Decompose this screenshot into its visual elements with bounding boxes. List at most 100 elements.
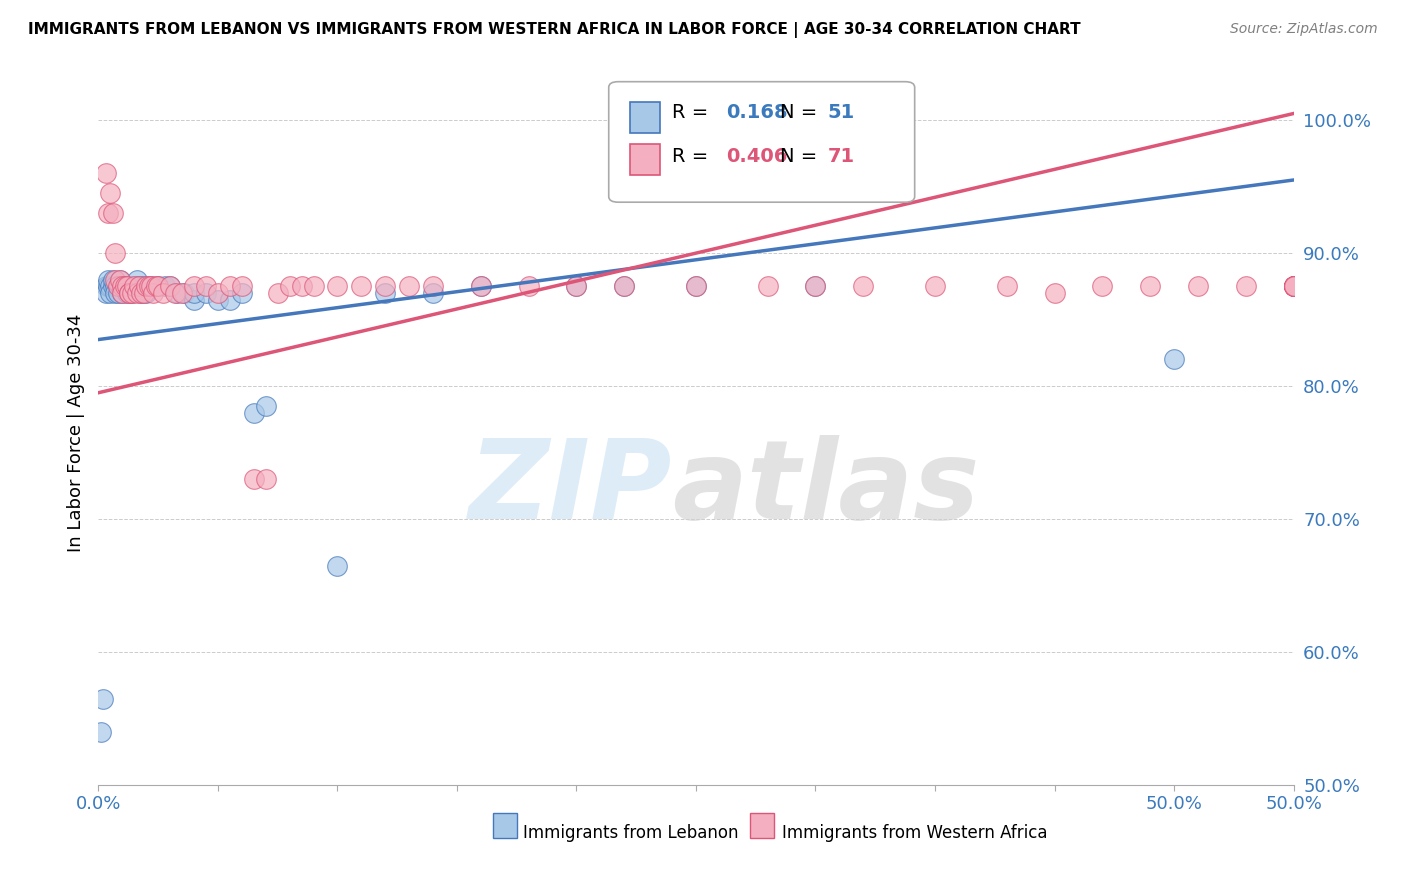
Point bbox=[219, 293, 242, 307]
Point bbox=[207, 285, 229, 300]
Point bbox=[172, 285, 194, 300]
Point bbox=[1282, 279, 1305, 293]
Point bbox=[166, 285, 188, 300]
Point bbox=[422, 285, 444, 300]
Point bbox=[139, 279, 162, 293]
Point bbox=[121, 285, 143, 300]
Point bbox=[139, 279, 162, 293]
Point bbox=[685, 279, 707, 293]
Point bbox=[124, 279, 146, 293]
Point bbox=[326, 279, 349, 293]
Point bbox=[195, 285, 218, 300]
Point bbox=[219, 279, 242, 293]
Point bbox=[374, 285, 396, 300]
Point bbox=[207, 293, 229, 307]
Text: R =: R = bbox=[672, 147, 714, 166]
Point bbox=[1282, 279, 1305, 293]
Point bbox=[1043, 285, 1066, 300]
FancyBboxPatch shape bbox=[609, 82, 915, 202]
Point bbox=[107, 285, 129, 300]
Point bbox=[98, 186, 122, 201]
Point bbox=[183, 293, 205, 307]
Point bbox=[91, 691, 114, 706]
Point bbox=[97, 279, 120, 293]
Point bbox=[145, 279, 167, 293]
Point bbox=[132, 285, 155, 300]
Point bbox=[114, 279, 136, 293]
Point bbox=[1282, 279, 1305, 293]
Point bbox=[1282, 279, 1305, 293]
Point bbox=[243, 406, 266, 420]
Point bbox=[142, 285, 165, 300]
Point bbox=[108, 273, 131, 287]
Point bbox=[152, 285, 174, 300]
Bar bbox=[494, 814, 517, 838]
Point bbox=[804, 279, 827, 293]
Point bbox=[254, 399, 277, 413]
Point bbox=[111, 285, 134, 300]
Point bbox=[97, 273, 120, 287]
Point bbox=[1282, 279, 1305, 293]
Text: 0.406: 0.406 bbox=[725, 147, 787, 166]
Point bbox=[111, 279, 134, 293]
Point bbox=[254, 472, 277, 486]
Point bbox=[108, 279, 131, 293]
Point bbox=[128, 279, 150, 293]
Point bbox=[118, 285, 141, 300]
Text: ZIP: ZIP bbox=[468, 435, 672, 542]
Point bbox=[804, 279, 827, 293]
Text: 51: 51 bbox=[827, 103, 855, 122]
Point bbox=[163, 285, 186, 300]
Point bbox=[118, 279, 141, 293]
Point bbox=[104, 246, 127, 260]
Y-axis label: In Labor Force | Age 30-34: In Labor Force | Age 30-34 bbox=[66, 313, 84, 552]
Point bbox=[128, 279, 150, 293]
Point bbox=[138, 279, 160, 293]
Point bbox=[350, 279, 373, 293]
Point bbox=[1139, 279, 1161, 293]
Point bbox=[302, 279, 325, 293]
Point bbox=[183, 279, 205, 293]
Point bbox=[159, 279, 181, 293]
Point bbox=[131, 285, 153, 300]
Point bbox=[924, 279, 946, 293]
Text: N =: N = bbox=[780, 147, 823, 166]
Point bbox=[291, 279, 314, 293]
Point bbox=[1282, 279, 1305, 293]
Point bbox=[1282, 279, 1305, 293]
Point bbox=[326, 558, 349, 573]
Text: Immigrants from Western Africa: Immigrants from Western Africa bbox=[782, 823, 1047, 842]
Point bbox=[398, 279, 420, 293]
Point bbox=[94, 285, 117, 300]
Point bbox=[97, 206, 120, 220]
Point bbox=[94, 279, 117, 293]
Point bbox=[108, 273, 131, 287]
Point bbox=[1282, 279, 1305, 293]
Point bbox=[613, 279, 636, 293]
Text: IMMIGRANTS FROM LEBANON VS IMMIGRANTS FROM WESTERN AFRICA IN LABOR FORCE | AGE 3: IMMIGRANTS FROM LEBANON VS IMMIGRANTS FR… bbox=[28, 22, 1081, 38]
Point bbox=[104, 285, 127, 300]
Point bbox=[1234, 279, 1257, 293]
Point bbox=[135, 285, 157, 300]
Point bbox=[565, 279, 588, 293]
Point bbox=[125, 285, 148, 300]
Point bbox=[1163, 352, 1185, 367]
Text: N =: N = bbox=[780, 103, 823, 122]
Point bbox=[121, 285, 143, 300]
Point bbox=[470, 279, 492, 293]
Point bbox=[195, 279, 218, 293]
Point bbox=[995, 279, 1018, 293]
Point bbox=[98, 285, 122, 300]
Text: atlas: atlas bbox=[672, 435, 980, 542]
Point bbox=[107, 279, 129, 293]
Point bbox=[131, 285, 153, 300]
Point bbox=[374, 279, 396, 293]
Point bbox=[267, 285, 290, 300]
Point bbox=[125, 273, 148, 287]
Point bbox=[1091, 279, 1114, 293]
Text: Source: ZipAtlas.com: Source: ZipAtlas.com bbox=[1230, 22, 1378, 37]
Point bbox=[111, 279, 134, 293]
Point bbox=[101, 279, 124, 293]
Point bbox=[278, 279, 301, 293]
Point bbox=[98, 279, 122, 293]
